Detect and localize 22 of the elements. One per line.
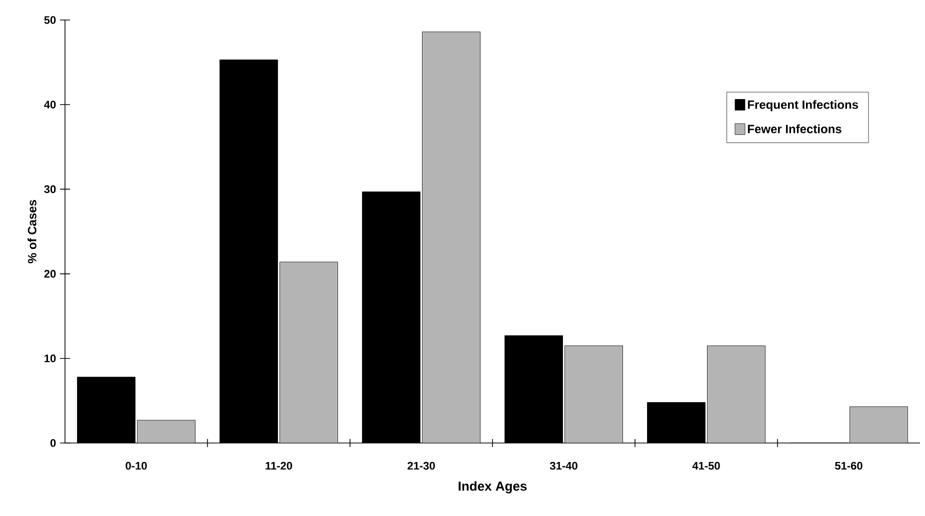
- y-tick-label: 30: [44, 185, 56, 194]
- legend-label: Fewer Infections: [748, 124, 842, 134]
- y-tick-label: 10: [44, 354, 56, 362]
- x-axis-title: Index Ages: [458, 481, 527, 494]
- x-tick-label: 41-50: [692, 462, 720, 470]
- legend-label: Frequent Infections: [748, 100, 858, 112]
- y-axis-title: % of Cases: [28, 200, 36, 264]
- bar: [564, 346, 623, 443]
- y-tick-label: 40: [44, 100, 56, 108]
- bar: [280, 262, 338, 443]
- x-tick-label: 21-30: [408, 462, 435, 470]
- y-tick-label: 50: [44, 16, 56, 24]
- x-tick-label: 31-40: [550, 462, 578, 470]
- bar: [137, 420, 196, 443]
- bar: [850, 406, 908, 443]
- bar: [707, 346, 766, 443]
- x-tick-label: 51-60: [835, 462, 862, 470]
- y-tick-label: 0: [50, 439, 56, 447]
- bar: [422, 32, 480, 443]
- x-tick-label: 11-20: [266, 462, 292, 470]
- y-tick-label: 20: [44, 270, 56, 278]
- x-tick-label: 0-10: [126, 462, 147, 470]
